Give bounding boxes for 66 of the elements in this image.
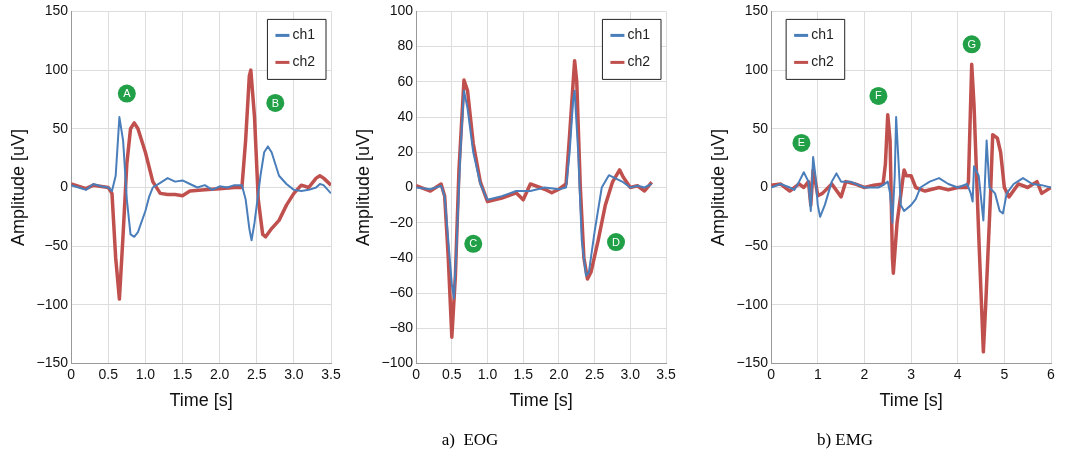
legend-label: ch1 [627,26,651,43]
text: b) EMG [816,430,874,450]
annotation: D [612,235,621,248]
y-tick-label: 150 [44,2,69,19]
y-tick-label: 50 [52,119,69,136]
x-tick-label: 2.5 [247,365,267,382]
x-axis-title: Time [s] [169,390,233,411]
y-tick-label: 0 [60,178,69,195]
x-tick-label: 1 [813,365,822,382]
annotation: A [123,87,132,100]
text: a) EOG [441,430,499,450]
y-axis-title: Amplitude [uV] [7,128,28,247]
y-tick-label: 100 [389,2,414,19]
y-axis-title: Amplitude [uV] [352,128,373,247]
y-tick-label: −80 [389,319,414,336]
y-tick-label: −20 [389,213,414,230]
x-axis-title: Time [s] [509,390,573,411]
y-tick-label: 150 [744,2,769,19]
y-axis-title: Amplitude [uV] [707,128,728,247]
annotation: B [271,96,279,109]
annotation: C [469,237,478,250]
x-tick-label: 4 [953,365,962,382]
y-tick-label: −60 [389,284,414,301]
y-tick-label: 40 [397,107,414,124]
y-tick-label: 100 [744,60,769,77]
y-tick-label: 80 [397,37,414,54]
y-tick-label: −150 [736,354,769,371]
y-tick-label: −150 [36,354,69,371]
y-tick-label: 50 [752,119,769,136]
y-tick-label: −50 [744,237,769,254]
y-tick-label: 100 [44,60,69,77]
y-tick-label: −100 [36,295,69,312]
x-tick-label: 2.0 [209,365,230,382]
x-tick-label: 1.0 [135,365,156,382]
y-tick-label: −50 [44,237,69,254]
x-tick-label: 0.5 [98,365,119,382]
legend-label: ch1 [811,26,834,43]
x-tick-label: 3.5 [656,365,676,382]
x-tick-label: 0.5 [442,365,462,382]
x-tick-label: 3.5 [321,365,341,382]
x-tick-label: 5 [1000,365,1009,382]
y-tick-label: −100 [381,354,414,371]
x-tick-label: 1.0 [477,365,498,382]
legend-label: ch2 [292,53,316,70]
x-tick-label: 1.5 [513,365,534,382]
x-tick-label: 1.5 [172,365,193,382]
annotation: E [797,136,806,149]
x-tick-label: 3.0 [620,365,641,382]
y-tick-label: 60 [397,72,414,89]
y-tick-label: 0 [405,178,414,195]
x-tick-label: 2 [860,365,869,382]
y-tick-label: 20 [397,143,414,160]
x-tick-label: 6 [1047,365,1056,382]
x-axis-title: Time [s] [879,390,943,411]
x-tick-label: 2.0 [549,365,569,382]
y-tick-label: −100 [736,295,769,312]
x-tick-label: 3 [907,365,916,382]
legend-label: ch2 [811,53,834,70]
legend-label: ch1 [292,26,316,43]
legend-label: ch2 [627,53,651,70]
annotation: G [967,37,976,50]
y-tick-label: 0 [760,178,769,195]
x-tick-label: 3.0 [284,365,304,382]
y-tick-label: −40 [389,248,414,265]
annotation: F [875,89,883,102]
x-tick-label: 2.5 [584,365,605,382]
